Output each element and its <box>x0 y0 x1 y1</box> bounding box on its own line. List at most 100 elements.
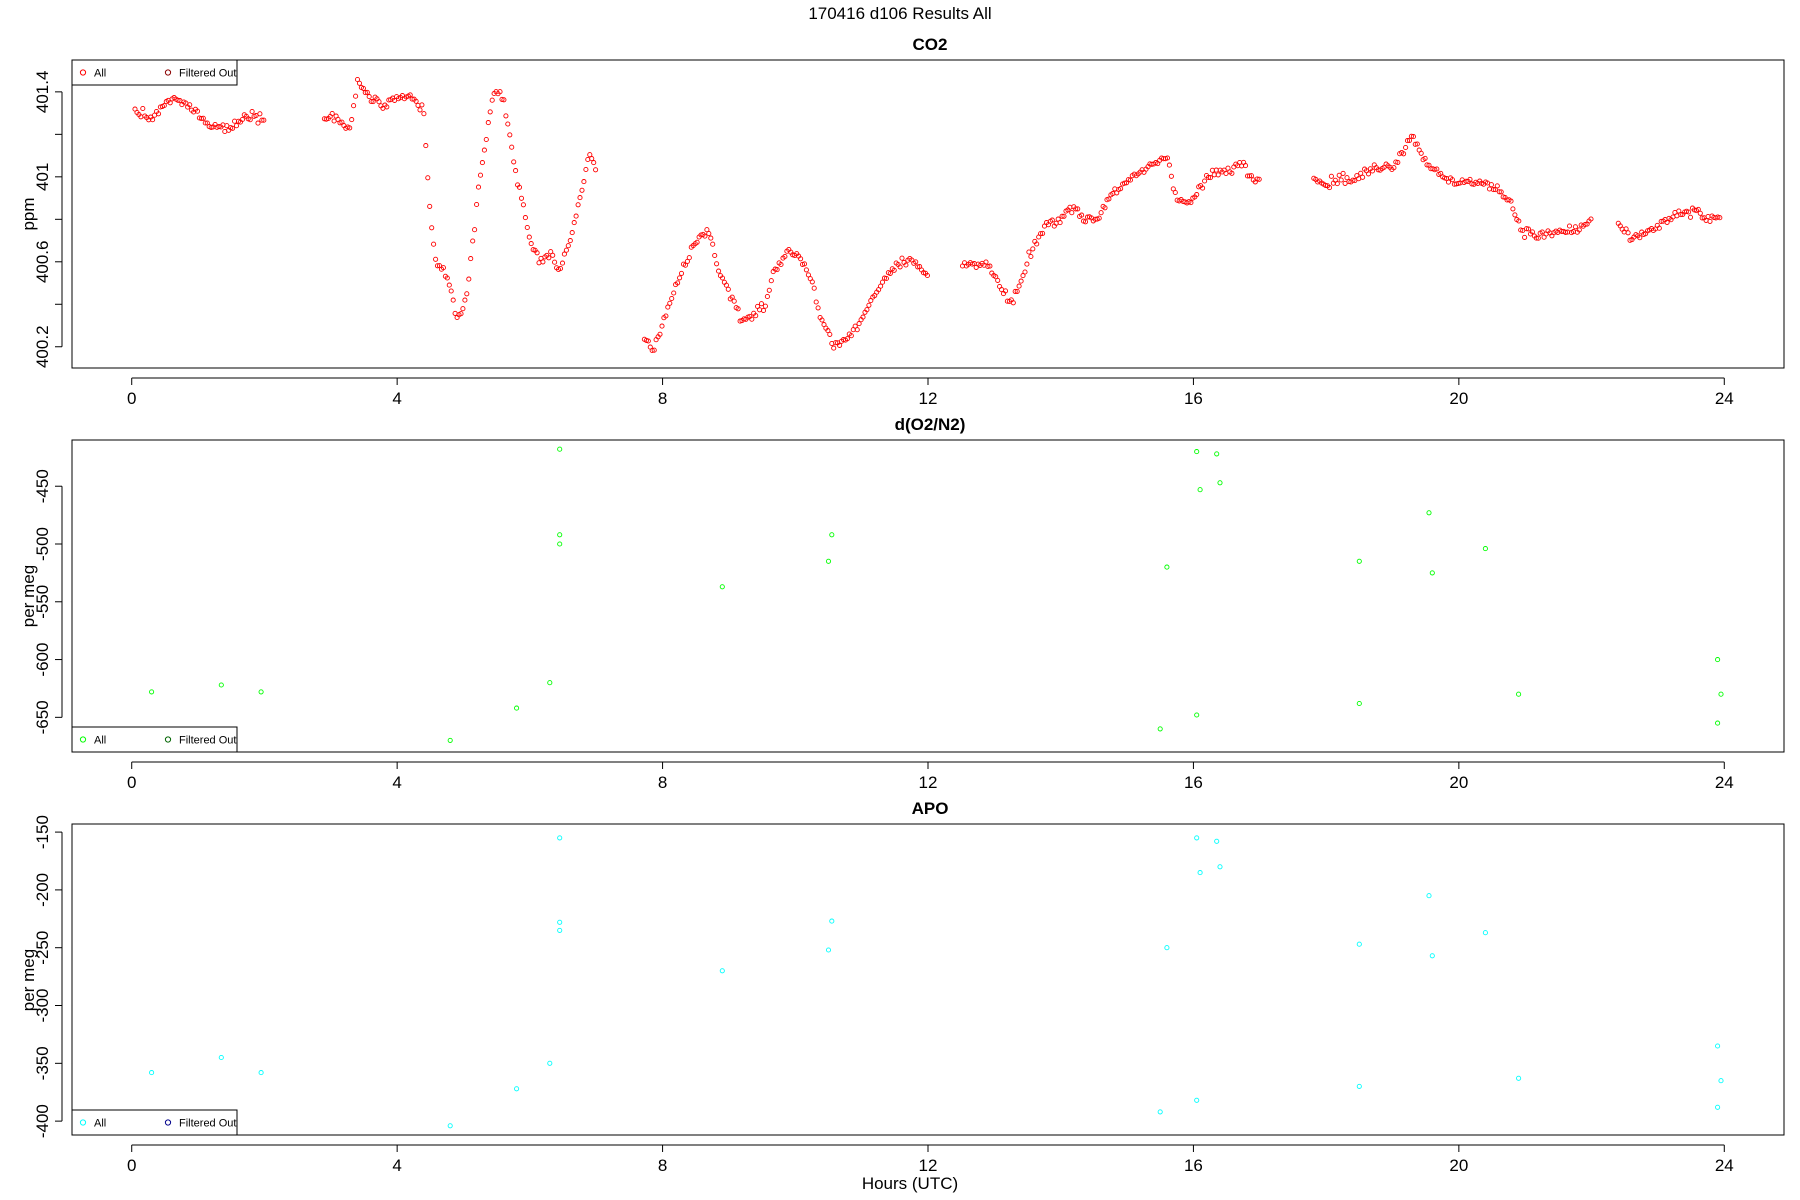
data-point-co2 <box>811 285 817 291</box>
data-point-o2n2 <box>258 689 264 695</box>
legend-marker-filtered <box>164 69 172 76</box>
data-point-co2 <box>678 270 685 276</box>
data-point-co2 <box>1529 229 1535 235</box>
y-tick-label-o2n2: -600 <box>33 643 52 677</box>
legend-label-all: All <box>94 1118 106 1130</box>
data-point-co2 <box>351 103 357 109</box>
panel-title-co2: CO2 <box>913 35 948 54</box>
data-point-co2 <box>550 252 556 258</box>
data-point-co2 <box>799 261 806 267</box>
data-point-co2 <box>809 279 815 285</box>
y-tick-label-o2n2: -500 <box>33 527 52 561</box>
data-point-o2n2 <box>1715 720 1721 726</box>
data-point-co2 <box>1168 173 1174 179</box>
data-point-co2 <box>354 76 361 83</box>
data-point-co2 <box>434 263 441 269</box>
data-point-co2 <box>1246 173 1252 179</box>
y-tick-label-apo: -150 <box>33 815 52 849</box>
data-point-co2 <box>511 159 517 165</box>
data-point-co2 <box>1334 181 1340 187</box>
data-point-o2n2 <box>825 558 832 564</box>
data-point-apo <box>1482 930 1488 936</box>
data-point-co2 <box>448 288 454 294</box>
data-point-co2 <box>833 340 839 346</box>
data-point-co2 <box>202 120 208 126</box>
data-point-co2 <box>1498 189 1504 195</box>
data-point-o2n2 <box>1194 712 1200 718</box>
data-point-co2 <box>725 286 731 292</box>
data-point-apo <box>149 1070 155 1076</box>
data-point-co2 <box>589 156 595 162</box>
data-point-apo <box>514 1086 520 1092</box>
data-point-co2 <box>1326 185 1333 191</box>
data-point-apo <box>557 835 563 841</box>
data-point-co2 <box>329 110 335 117</box>
data-point-co2 <box>819 317 825 323</box>
data-point-co2 <box>427 203 433 209</box>
data-point-co2 <box>477 172 484 178</box>
data-point-co2 <box>844 336 850 342</box>
data-point-co2 <box>573 213 579 219</box>
data-point-co2 <box>899 255 905 261</box>
data-point-co2 <box>581 179 587 185</box>
data-point-co2 <box>758 301 765 307</box>
data-point-co2 <box>1412 141 1418 147</box>
data-point-co2 <box>731 298 737 304</box>
data-point-co2 <box>360 85 366 91</box>
data-point-apo <box>218 1054 224 1061</box>
data-point-co2 <box>1406 137 1413 143</box>
data-point-co2 <box>887 270 893 276</box>
data-point-co2 <box>239 116 245 123</box>
data-point-co2 <box>386 97 392 103</box>
data-point-co2 <box>710 241 716 247</box>
data-point-co2 <box>167 100 173 106</box>
data-point-co2 <box>1656 225 1662 231</box>
data-point-co2 <box>768 278 774 284</box>
data-point-co2 <box>864 307 870 313</box>
data-point-co2 <box>708 235 714 241</box>
data-point-co2 <box>1030 246 1036 252</box>
data-point-co2 <box>1401 151 1407 157</box>
x-tick-label-co2: 4 <box>392 389 401 408</box>
data-point-co2 <box>831 345 837 351</box>
data-point-o2n2 <box>447 737 453 743</box>
data-point-co2 <box>429 225 435 231</box>
data-point-co2 <box>753 313 759 319</box>
data-point-apo <box>557 927 563 933</box>
data-point-co2 <box>1018 278 1024 284</box>
data-point-co2 <box>1026 249 1032 255</box>
data-point-co2 <box>421 111 427 117</box>
data-point-co2 <box>1494 183 1500 189</box>
legend-box-o2n2 <box>71 726 238 753</box>
data-point-co2 <box>1358 170 1364 176</box>
data-point-co2 <box>1079 212 1085 218</box>
data-point-co2 <box>1202 178 1208 184</box>
data-point-co2 <box>798 256 804 262</box>
data-point-co2 <box>1369 168 1375 174</box>
data-point-co2 <box>913 259 919 265</box>
data-point-co2 <box>860 314 866 320</box>
data-point-co2 <box>1340 170 1346 176</box>
x-tick-label-apo: 12 <box>919 1156 938 1175</box>
data-point-co2 <box>1572 224 1578 230</box>
x-tick-label-apo: 24 <box>1715 1156 1734 1175</box>
data-point-o2n2 <box>557 541 563 547</box>
data-point-co2 <box>409 96 415 102</box>
data-point-apo <box>1194 835 1200 841</box>
data-point-co2 <box>384 104 390 110</box>
legend-marker-all <box>79 69 87 76</box>
x-tick-label-apo: 16 <box>1184 1156 1203 1175</box>
data-point-o2n2 <box>514 705 520 711</box>
data-points-o2n2 <box>149 446 1724 743</box>
x-tick-label-apo: 0 <box>127 1156 136 1175</box>
data-point-co2 <box>712 252 718 259</box>
data-point-co2 <box>813 299 819 305</box>
data-point-co2 <box>1510 206 1516 212</box>
data-point-co2 <box>1699 215 1705 221</box>
x-tick-label-o2n2: 4 <box>392 773 401 792</box>
panel-title-apo: APO <box>912 799 949 818</box>
data-point-co2 <box>175 97 181 103</box>
data-point-co2 <box>1424 162 1430 168</box>
data-point-co2 <box>1422 155 1428 161</box>
data-point-co2 <box>686 255 692 261</box>
